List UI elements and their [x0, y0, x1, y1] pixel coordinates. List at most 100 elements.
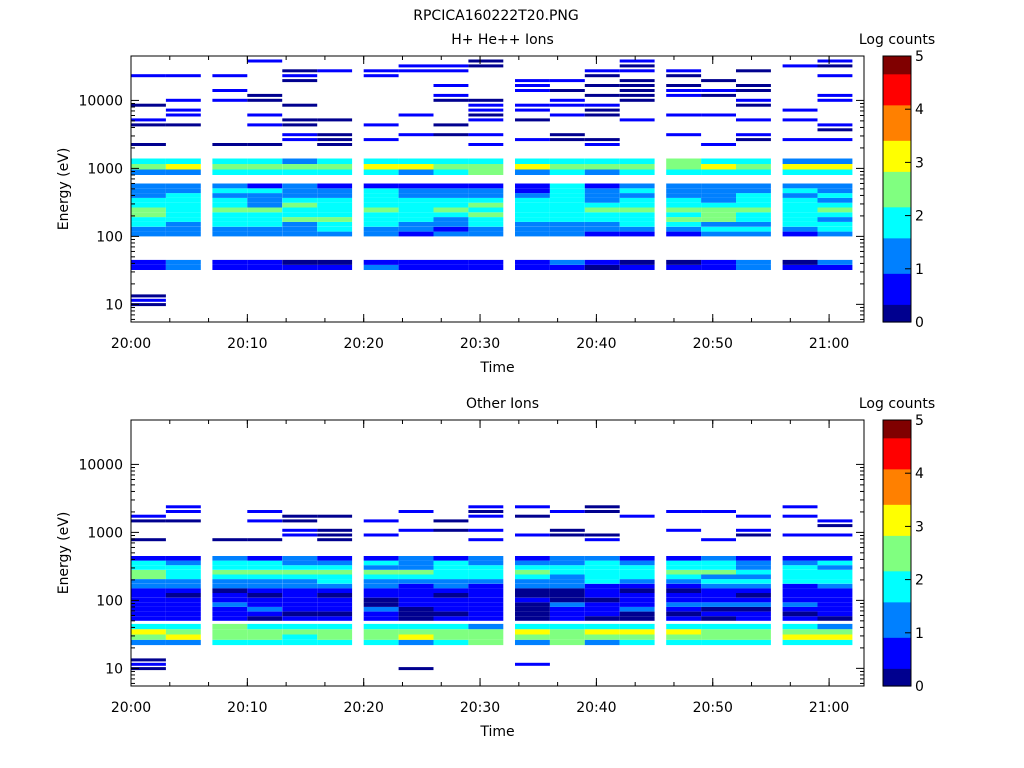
heatmap-cell [515, 588, 550, 593]
heatmap-cell [247, 193, 283, 198]
heatmap-cell [701, 634, 736, 640]
heatmap-cell [584, 212, 620, 218]
heatmap-cell [282, 623, 318, 630]
heatmap-cell [468, 217, 504, 222]
heatmap-cell [549, 602, 585, 607]
heatmap-cell [212, 143, 248, 146]
heatmap-cell [468, 259, 504, 265]
colorbar-swatch [883, 508, 911, 514]
heatmap-cell [549, 560, 585, 566]
heatmap-cell [515, 556, 550, 561]
colorbar-swatch [883, 144, 911, 150]
heatmap-cell [701, 79, 736, 83]
heatmap-cell [817, 158, 853, 164]
heatmap-cell [619, 629, 655, 635]
heatmap-cell [317, 569, 353, 575]
heatmap-cell [212, 629, 248, 635]
heatmap-cell [317, 183, 353, 189]
heatmap-cell [165, 639, 201, 646]
heatmap-cell [131, 169, 166, 175]
heatmap-cell [736, 588, 771, 593]
heatmap-cell [666, 193, 702, 198]
heatmap-cell [736, 593, 771, 598]
heatmap-cell [584, 623, 620, 630]
heatmap-cell [282, 606, 318, 612]
heatmap-cell [515, 226, 550, 232]
heatmap-cell [363, 183, 399, 189]
colorbar-swatch [883, 588, 911, 594]
heatmap-cell [736, 118, 771, 122]
heatmap-cell [398, 574, 434, 580]
heatmap-cell [468, 64, 504, 68]
heatmap-cell [131, 639, 166, 646]
heatmap-cell [619, 64, 655, 68]
heatmap-cell [782, 574, 818, 580]
heatmap-cell [619, 59, 655, 63]
colorbar-swatch [883, 557, 911, 563]
heatmap-cell [363, 616, 399, 621]
colorbar-swatch [883, 255, 911, 261]
heatmap-cell [584, 226, 620, 232]
heatmap-cell [212, 197, 248, 203]
heatmap-cell [247, 197, 283, 203]
heatmap-cell [468, 113, 504, 117]
heatmap-cell [515, 108, 550, 112]
panels: H+ He++ Ions 20:00 20:10 20:20 20:30 20:40 20:… [56, 32, 935, 740]
heatmap-cell [165, 579, 201, 584]
heatmap-cell [817, 588, 853, 593]
colorbar-frame [882, 55, 912, 323]
heatmap-cell [165, 193, 201, 198]
x-tick-label: 21:00 [809, 700, 849, 716]
heatmap-cell [817, 164, 853, 170]
heatmap-cell [619, 602, 655, 607]
heatmap-cell [817, 128, 853, 132]
heatmap-cell [549, 221, 585, 227]
heatmap-cell [468, 158, 504, 164]
colorbar-swatch [883, 175, 911, 181]
heatmap-cell [736, 616, 771, 621]
heatmap-cell [433, 217, 469, 222]
heatmap-cell [736, 193, 771, 198]
heatmap-cell [398, 259, 434, 265]
heatmap-cell [433, 565, 469, 570]
heatmap-cell [584, 202, 620, 208]
colorbar-swatch [883, 597, 911, 603]
heatmap-cell [549, 113, 585, 117]
heatmap-cell [736, 69, 771, 73]
heatmap-cell [212, 556, 248, 561]
heatmap-cell [584, 565, 620, 570]
heatmap-cell [433, 158, 469, 164]
heatmap-cell [282, 565, 318, 570]
heatmap-cell [515, 202, 550, 208]
heatmap-cell [247, 556, 283, 561]
heatmap-cell [282, 528, 318, 532]
heatmap-cell [398, 221, 434, 227]
colorbar-swatch [883, 259, 911, 265]
heatmap-cell [317, 158, 353, 164]
heatmap-cell [782, 623, 818, 630]
heatmap-cell [165, 565, 201, 570]
heatmap-cell [468, 98, 504, 102]
heatmap-cell [515, 217, 550, 222]
heatmap-cell [165, 629, 201, 635]
heatmap-cell [468, 212, 504, 218]
heatmap-cell [515, 183, 550, 189]
heatmap-cell [247, 565, 283, 570]
heatmap-cell [782, 193, 818, 198]
heatmap-cell [468, 579, 504, 584]
heatmap-cell [549, 629, 585, 635]
heatmap-cell [619, 93, 655, 97]
heatmap-cell [212, 212, 248, 218]
heatmap-cell [701, 623, 736, 630]
heatmap-cell [398, 231, 434, 237]
heatmap-cell [666, 89, 702, 92]
x-tick-label: 20:10 [227, 336, 267, 352]
heatmap-cell [468, 133, 504, 137]
colorbar-swatch [883, 313, 911, 319]
heatmap-cell [433, 528, 469, 532]
heatmap-cell [165, 226, 201, 232]
heatmap-cell [468, 59, 504, 63]
heatmap-cell [131, 197, 166, 203]
colorbar-swatch [883, 641, 911, 647]
plot-frame [130, 419, 865, 687]
